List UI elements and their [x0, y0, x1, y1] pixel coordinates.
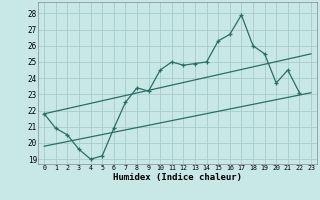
X-axis label: Humidex (Indice chaleur): Humidex (Indice chaleur): [113, 173, 242, 182]
